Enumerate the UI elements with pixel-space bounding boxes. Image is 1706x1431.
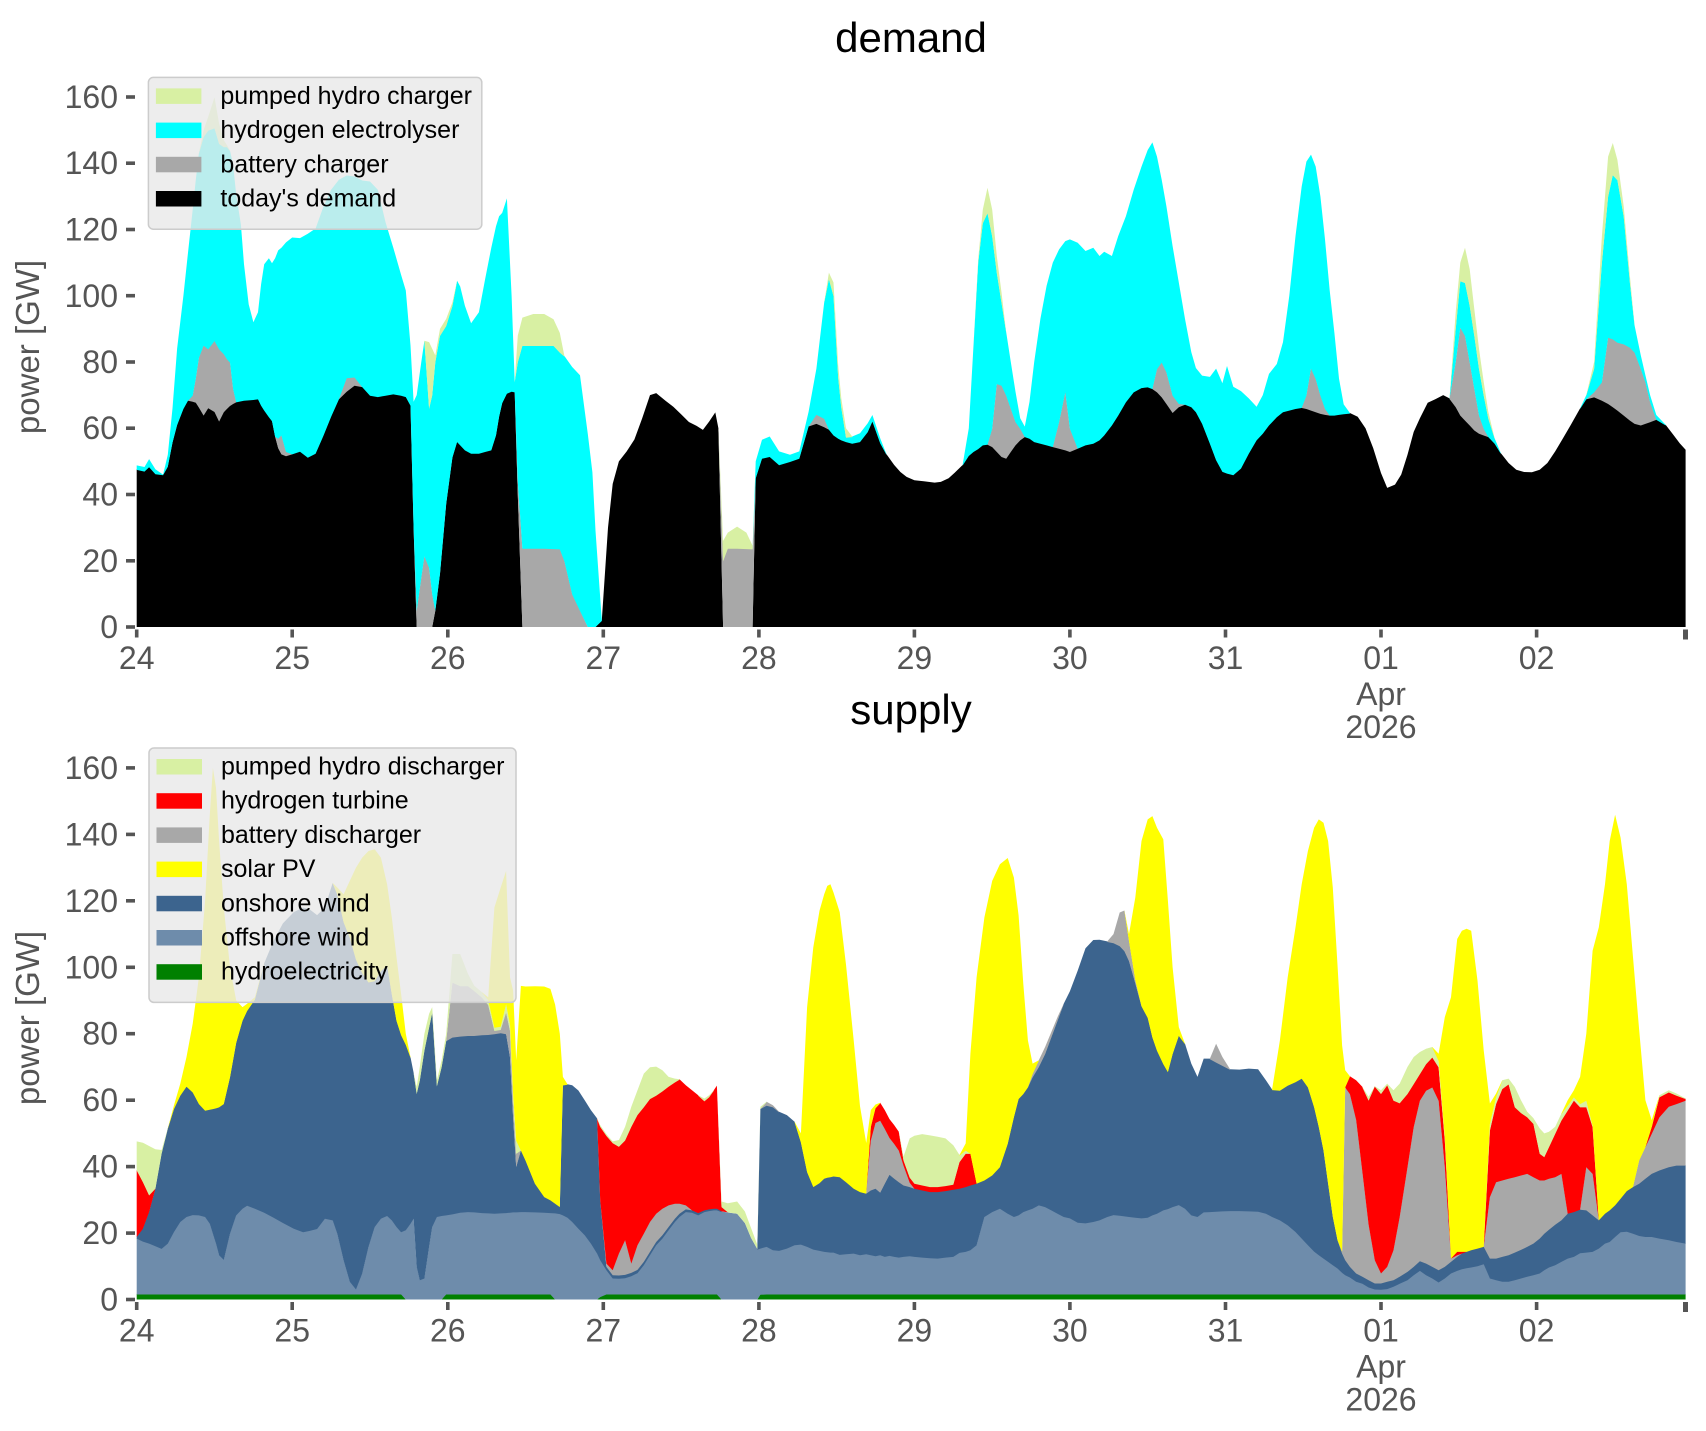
svg-text:25: 25 — [274, 1313, 310, 1349]
svg-text:20: 20 — [82, 1215, 118, 1251]
svg-text:solar PV: solar PV — [221, 855, 316, 883]
svg-text:demand: demand — [835, 14, 987, 61]
svg-text:hydroelectricity: hydroelectricity — [221, 958, 388, 986]
svg-text:24: 24 — [119, 1313, 155, 1349]
svg-text:offshore wind: offshore wind — [221, 924, 369, 952]
svg-text:40: 40 — [82, 1149, 118, 1185]
svg-text:battery charger: battery charger — [220, 150, 388, 178]
svg-text:100: 100 — [65, 278, 118, 314]
svg-text:power [GW]: power [GW] — [9, 931, 46, 1105]
svg-text:20: 20 — [82, 543, 118, 579]
svg-text:01: 01 — [1363, 1313, 1399, 1349]
svg-text:hydrogen turbine: hydrogen turbine — [221, 787, 409, 815]
svg-text:25: 25 — [274, 640, 310, 676]
svg-text:80: 80 — [82, 344, 118, 380]
svg-text:24: 24 — [119, 640, 155, 676]
svg-text:26: 26 — [430, 640, 466, 676]
svg-text:pumped hydro discharger: pumped hydro discharger — [221, 753, 505, 781]
svg-text:160: 160 — [65, 79, 118, 115]
svg-text:100: 100 — [65, 949, 118, 985]
svg-text:01: 01 — [1363, 640, 1399, 676]
svg-text:02: 02 — [1519, 1313, 1555, 1349]
svg-text:0: 0 — [100, 609, 118, 645]
svg-text:02: 02 — [1519, 640, 1555, 676]
svg-text:60: 60 — [82, 410, 118, 446]
svg-text:0: 0 — [100, 1282, 118, 1318]
svg-text:onshore wind: onshore wind — [221, 889, 370, 917]
svg-text:31: 31 — [1208, 640, 1244, 676]
svg-text:supply: supply — [850, 686, 971, 733]
svg-text:120: 120 — [65, 212, 118, 248]
svg-text:60: 60 — [82, 1082, 118, 1118]
svg-text:power [GW]: power [GW] — [9, 260, 46, 434]
svg-text:120: 120 — [65, 883, 118, 919]
svg-text:40: 40 — [82, 477, 118, 513]
svg-text:pumped hydro charger: pumped hydro charger — [220, 82, 472, 110]
svg-text:80: 80 — [82, 1016, 118, 1052]
svg-text:hydrogen electrolyser: hydrogen electrolyser — [220, 116, 459, 144]
svg-text:30: 30 — [1052, 640, 1088, 676]
svg-text:2026: 2026 — [1345, 1382, 1416, 1418]
svg-text:Apr: Apr — [1356, 1349, 1406, 1385]
svg-text:160: 160 — [65, 750, 118, 786]
svg-text:28: 28 — [741, 1313, 777, 1349]
svg-text:29: 29 — [897, 640, 933, 676]
svg-text:140: 140 — [65, 145, 118, 181]
svg-text:27: 27 — [586, 640, 622, 676]
svg-text:31: 31 — [1208, 1313, 1244, 1349]
svg-text:28: 28 — [741, 640, 777, 676]
svg-text:Apr: Apr — [1356, 676, 1406, 712]
svg-text:27: 27 — [586, 1313, 622, 1349]
svg-text:battery discharger: battery discharger — [221, 821, 421, 849]
svg-text:29: 29 — [897, 1313, 933, 1349]
svg-text:26: 26 — [430, 1313, 466, 1349]
svg-text:today's demand: today's demand — [220, 185, 396, 213]
svg-text:2026: 2026 — [1345, 709, 1416, 745]
svg-text:140: 140 — [65, 816, 118, 852]
svg-text:30: 30 — [1052, 1313, 1088, 1349]
